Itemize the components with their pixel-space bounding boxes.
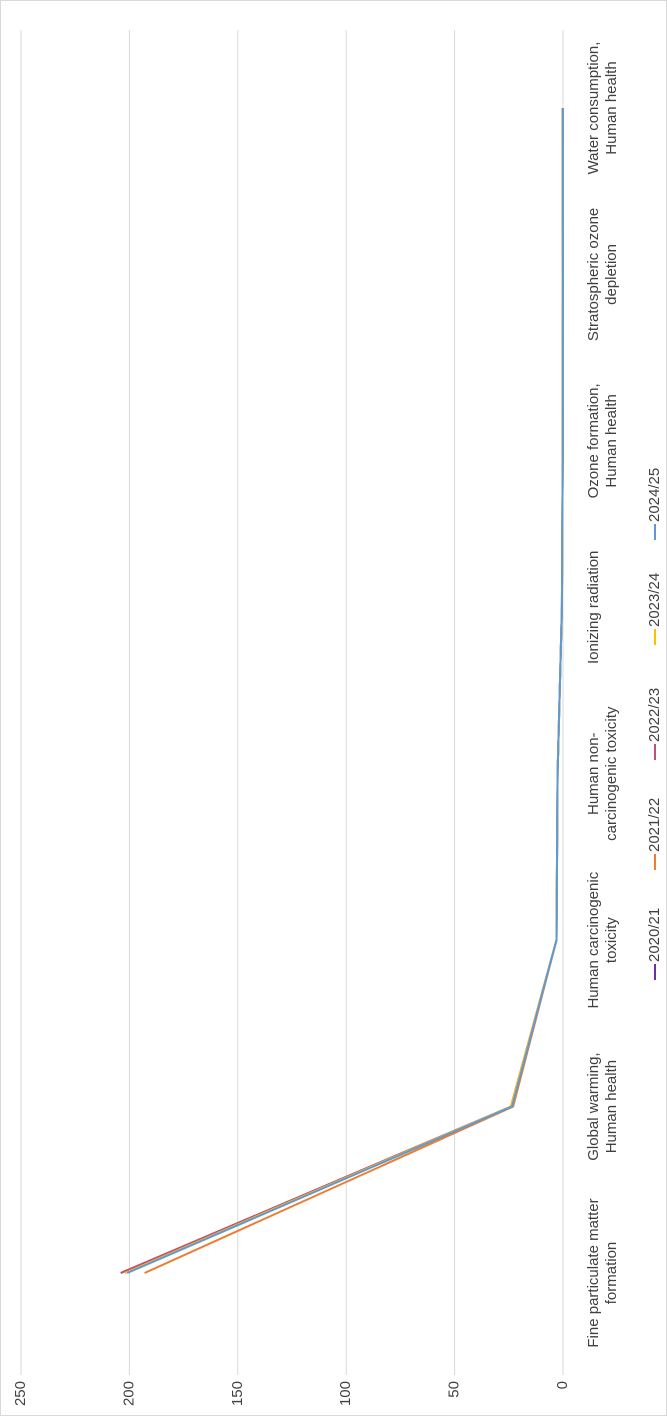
y-tick-label: 100 bbox=[337, 1381, 354, 1406]
legend-label: 2021/22 bbox=[646, 798, 663, 852]
y-tick-label: 150 bbox=[229, 1381, 246, 1406]
y-tick-label: 0 bbox=[554, 1381, 571, 1389]
x-tick-label: Stratospheric ozone depletion bbox=[585, 207, 620, 342]
x-tick-label-box: Ionizing radiation bbox=[585, 550, 602, 665]
x-tick-label: Global warming, Human health bbox=[585, 1052, 620, 1161]
plot: 0 50 100 150 200 250 Fine particulate matter f… bbox=[12, 30, 663, 1406]
y-tick-label: 250 bbox=[12, 1381, 29, 1406]
x-tick-label-box: Water consumption, Human health bbox=[585, 41, 620, 175]
x-tick-label: Ozone formation, Human health bbox=[585, 383, 620, 499]
y-tick-label: 200 bbox=[120, 1381, 137, 1406]
x-tick-label: Human non-carcinogenic toxicity bbox=[585, 706, 620, 841]
x-tick-label-box: Fine particulate matter formation bbox=[585, 1198, 620, 1348]
x-tick-label-box: Global warming, Human health bbox=[585, 1052, 620, 1161]
x-tick-label: Ionizing radiation bbox=[585, 550, 602, 665]
legend-label: 2023/24 bbox=[646, 573, 663, 627]
x-tick-label-box: Human carcinogenic toxicity bbox=[585, 871, 620, 1009]
legend-label: 2024/25 bbox=[646, 468, 663, 522]
y-tick-label: 50 bbox=[446, 1381, 463, 1398]
series-line bbox=[126, 107, 564, 1274]
x-tick-label-box: Human non-carcinogenic toxicity bbox=[585, 706, 620, 841]
legend-label: 2022/23 bbox=[646, 688, 663, 742]
x-tick-label-box: Ozone formation, Human health bbox=[585, 383, 620, 499]
x-tick-label: Human carcinogenic toxicity bbox=[585, 871, 620, 1009]
legend-label: 2020/21 bbox=[646, 908, 663, 962]
x-tick-label: Water consumption, Human health bbox=[585, 41, 620, 175]
x-tick-label: Fine particulate matter formation bbox=[585, 1198, 620, 1348]
x-tick-label-box: Stratospheric ozone depletion bbox=[585, 207, 620, 342]
